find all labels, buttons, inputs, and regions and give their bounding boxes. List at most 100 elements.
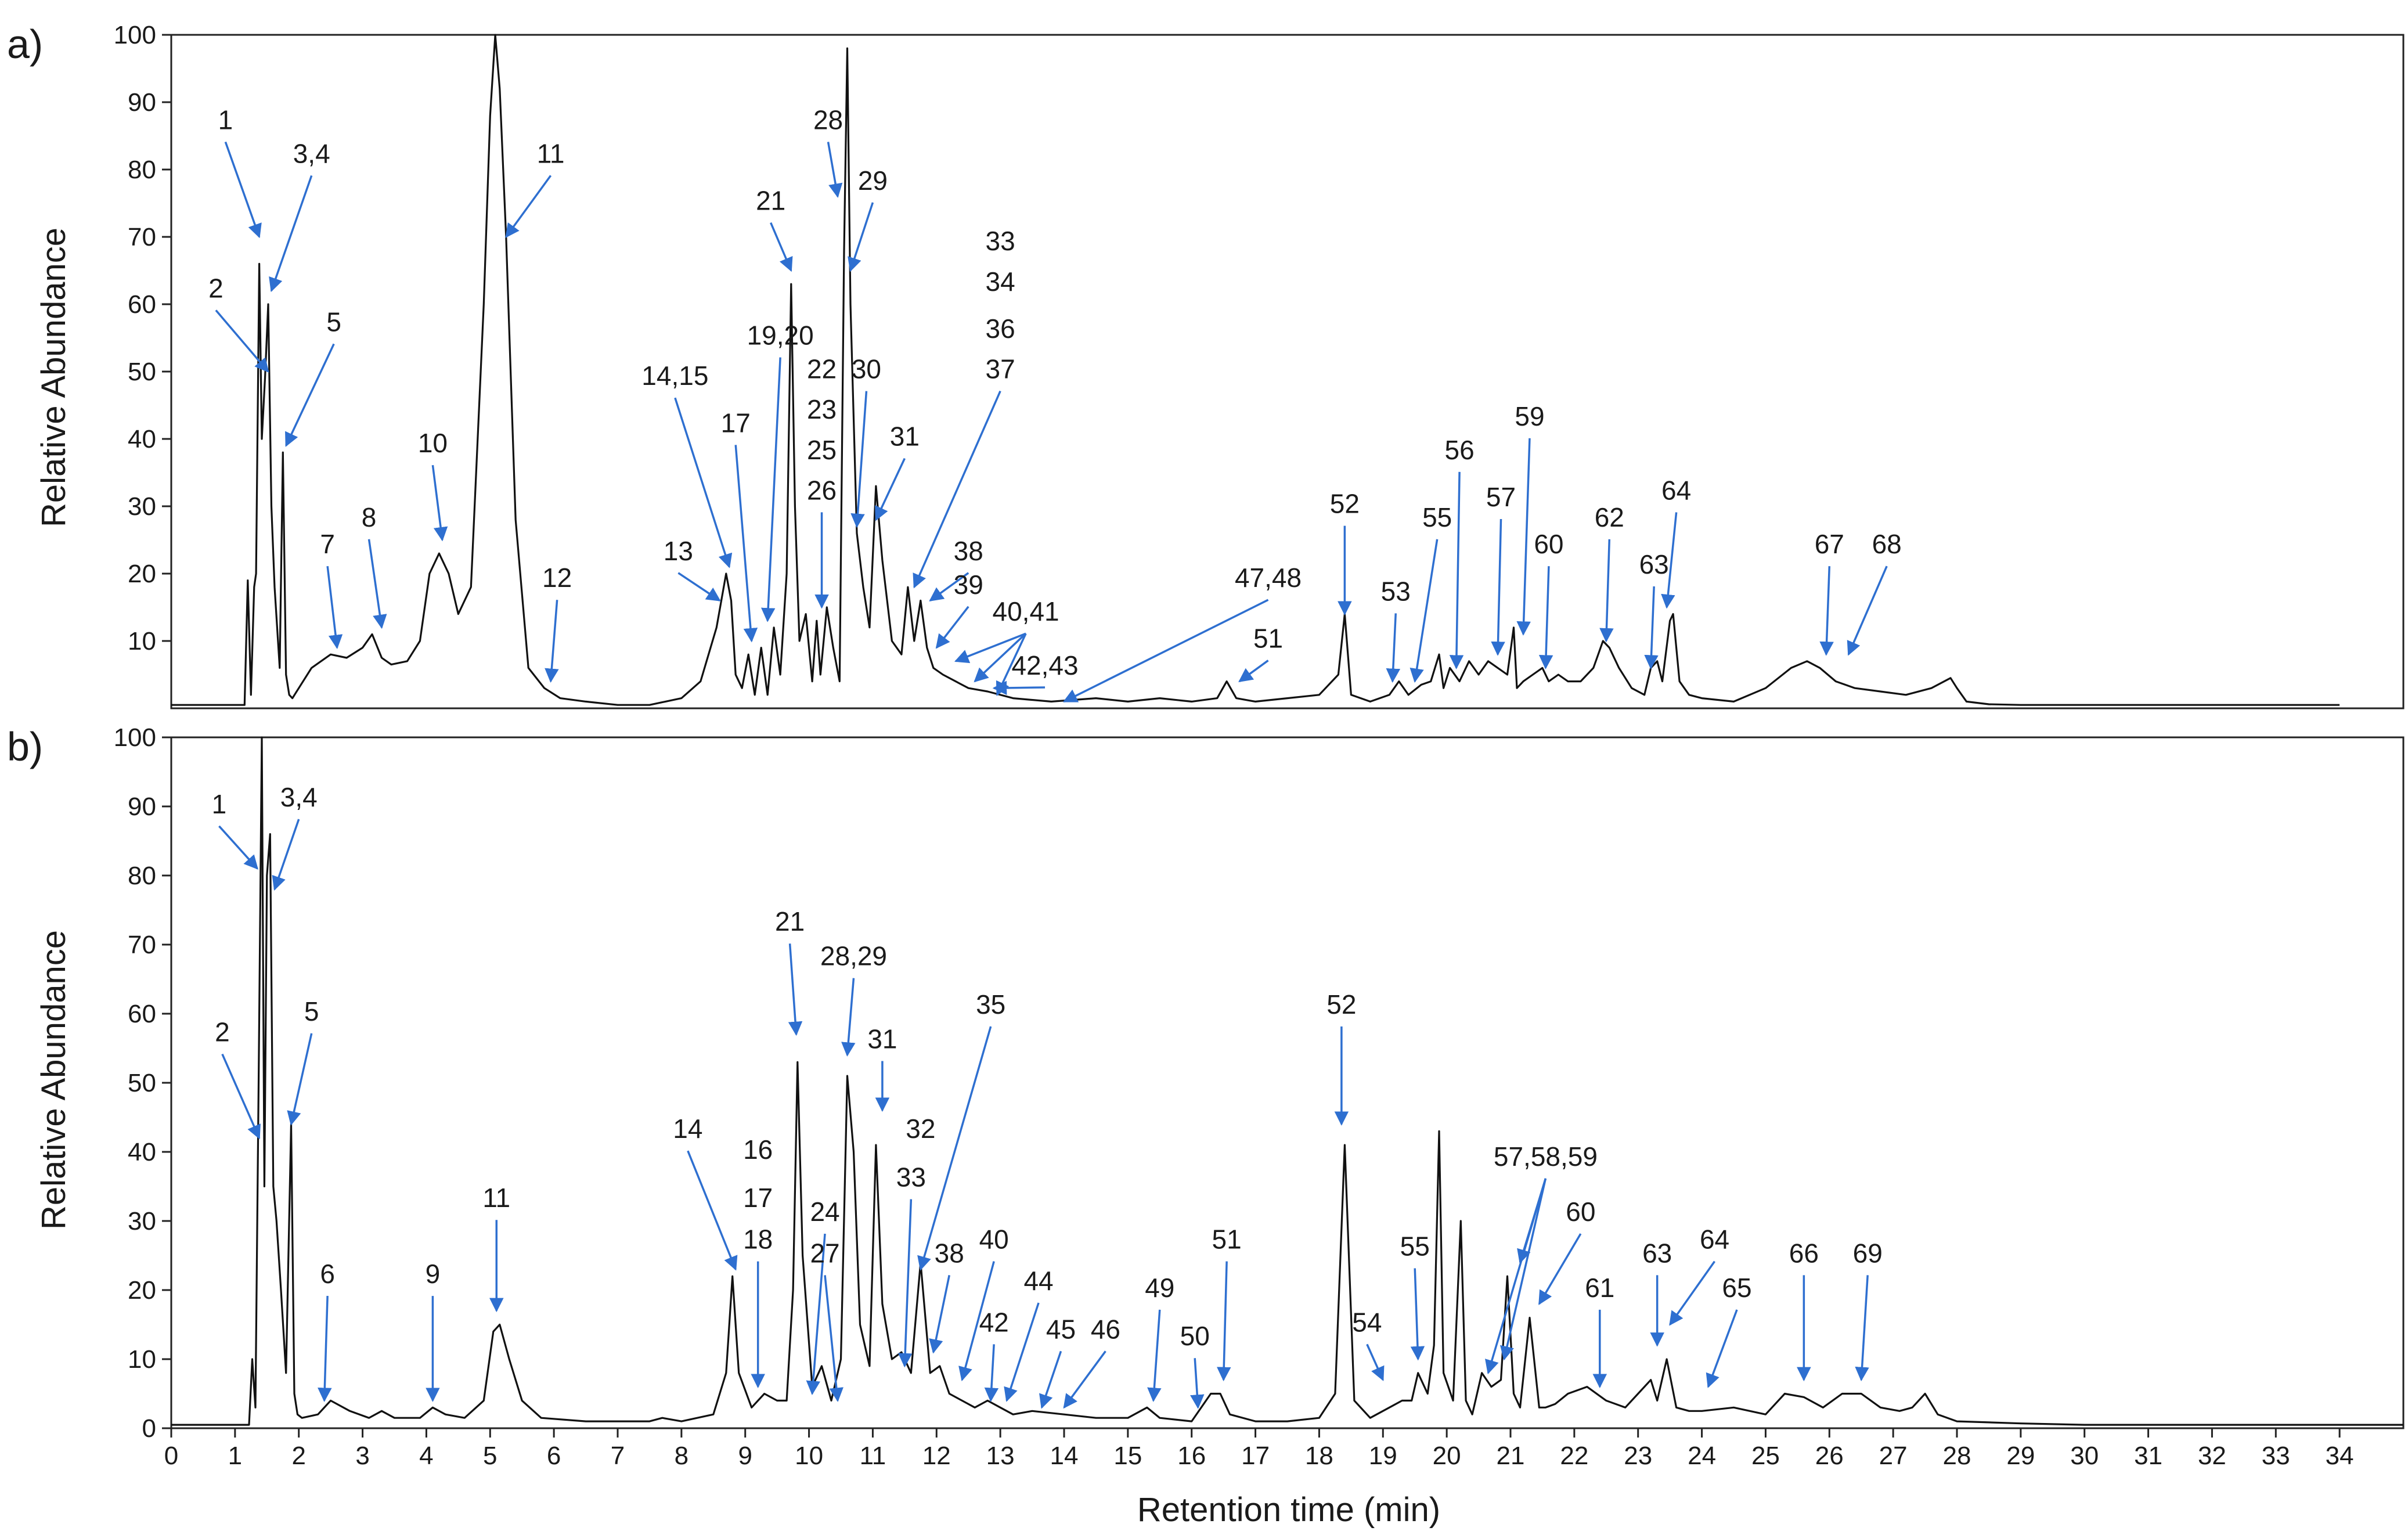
chromatogram-trace [171, 736, 2403, 1426]
peak-arrow [1216, 1261, 1231, 1382]
peak-label: 64 [1661, 475, 1691, 505]
peak-arrow [1410, 539, 1439, 683]
peak-label: 32 [906, 1114, 935, 1144]
peak-label: 28 [813, 105, 843, 135]
peak-arrow [917, 1026, 992, 1271]
peak-arrow [929, 572, 969, 601]
peak-label: 69 [1853, 1238, 1883, 1268]
peak-arrow [1644, 586, 1659, 669]
peak-label: 31 [867, 1024, 897, 1054]
y-tick-label: 80 [128, 862, 156, 890]
peak-arrow [221, 1053, 261, 1140]
y-tick-label: 100 [114, 723, 156, 752]
peak-label: 40 [979, 1224, 1009, 1255]
y-tick-label: 60 [128, 1000, 156, 1028]
peak-arrow [269, 175, 313, 293]
x-tick-label: 22 [1560, 1442, 1588, 1470]
y-tick-label: 60 [128, 290, 156, 319]
peak-label: 3,4 [280, 782, 318, 812]
x-tick-label: 25 [1751, 1442, 1780, 1470]
peak-arrow [897, 1199, 913, 1368]
peak-arrow [770, 222, 793, 272]
peak-label: 52 [1330, 489, 1360, 519]
x-tick-label: 14 [1050, 1442, 1079, 1470]
panel-a: a) Relative Abundance 10 20 30 40 50 60 70 80 90… [7, 21, 2405, 709]
peak-label: 1 [212, 789, 227, 819]
panel-b: b) Relative Abundance 010203040506070809… [7, 723, 2405, 1470]
peak-label: 5 [326, 307, 341, 337]
peak-label: 38 [954, 536, 983, 566]
chromatogram-trace [171, 34, 2340, 706]
peak-label: 3,4 [293, 138, 330, 168]
peak-label: 34 [986, 266, 1015, 297]
x-tick-label: 33 [2262, 1442, 2290, 1470]
peak-label: 17 [743, 1183, 773, 1213]
peak-label: 33 [986, 226, 1015, 256]
y-tick-label: 100 [114, 21, 156, 49]
peak-label: 19,20 [747, 320, 814, 351]
x-tick-label: 15 [1113, 1442, 1142, 1470]
peak-label: 51 [1212, 1224, 1242, 1255]
peak-arrow [788, 943, 803, 1036]
peak-label: 10 [418, 428, 448, 458]
peak-label: 55 [1422, 502, 1452, 532]
peak-label: 11 [482, 1183, 510, 1213]
peak-label: 56 [1445, 435, 1475, 465]
peak-label: 60 [1566, 1197, 1595, 1227]
peak-arrow [1238, 660, 1269, 683]
peak-label: 16 [743, 1134, 773, 1165]
peak-label: 29 [858, 165, 888, 196]
panel-b-trace-group [171, 736, 2403, 1426]
y-tick-label: 20 [128, 560, 156, 588]
plot-frame [170, 34, 2405, 709]
peak-arrow [984, 1344, 999, 1402]
x-tick-label: 28 [1943, 1442, 1971, 1470]
peak-label: 45 [1046, 1314, 1076, 1344]
peak-label: 50 [1180, 1321, 1210, 1351]
peak-arrow [1819, 566, 1834, 656]
peak-arrow [760, 357, 781, 622]
x-tick-label: 20 [1433, 1442, 1461, 1470]
x-tick-label: 0 [164, 1442, 178, 1470]
x-tick-label: 4 [419, 1442, 433, 1470]
peak-label: 37 [986, 354, 1015, 384]
peak-arrow [929, 1275, 950, 1354]
peak-arrow [1004, 1302, 1040, 1402]
peak-label: 36 [986, 314, 1015, 344]
peak-label: 54 [1352, 1307, 1382, 1337]
peak-arrow [1366, 1343, 1385, 1381]
peak-label: 24 [810, 1197, 839, 1227]
x-tick-label: 8 [675, 1442, 688, 1470]
peak-arrow [1062, 599, 1269, 703]
peak-arrow [224, 141, 262, 239]
y-tick-label: 10 [128, 627, 156, 655]
peak-arrow [1661, 512, 1678, 609]
panel-a-label: a) [7, 21, 43, 67]
peak-label: 57 [1486, 482, 1516, 512]
peak-label: 53 [1381, 576, 1411, 606]
peak-label: 51 [1253, 624, 1283, 654]
panel-b-label: b) [7, 724, 43, 769]
peak-label: 6 [320, 1259, 335, 1289]
x-tick-label: 31 [2134, 1442, 2162, 1470]
peak-label: 5 [304, 996, 319, 1026]
peak-label: 31 [890, 422, 920, 452]
peak-label: 27 [810, 1238, 839, 1268]
peak-arrow [287, 1033, 313, 1126]
peak-arrow [215, 309, 269, 373]
peak-label: 49 [1145, 1273, 1174, 1303]
y-tick-label: 70 [128, 223, 156, 251]
peak-arrow [545, 600, 559, 683]
peak-label: 63 [1639, 549, 1669, 579]
x-tick-label: 23 [1624, 1442, 1652, 1470]
y-tick-label: 0 [142, 1414, 156, 1443]
x-tick-label: 24 [1688, 1442, 1716, 1470]
x-tick-label: 3 [355, 1442, 369, 1470]
x-tick-label: 18 [1305, 1442, 1333, 1470]
peak-label: 25 [807, 435, 837, 465]
peak-label: 23 [807, 394, 837, 424]
peak-arrow [734, 445, 758, 643]
y-tick-label: 50 [128, 358, 156, 386]
x-tick-label: 16 [1177, 1442, 1206, 1470]
